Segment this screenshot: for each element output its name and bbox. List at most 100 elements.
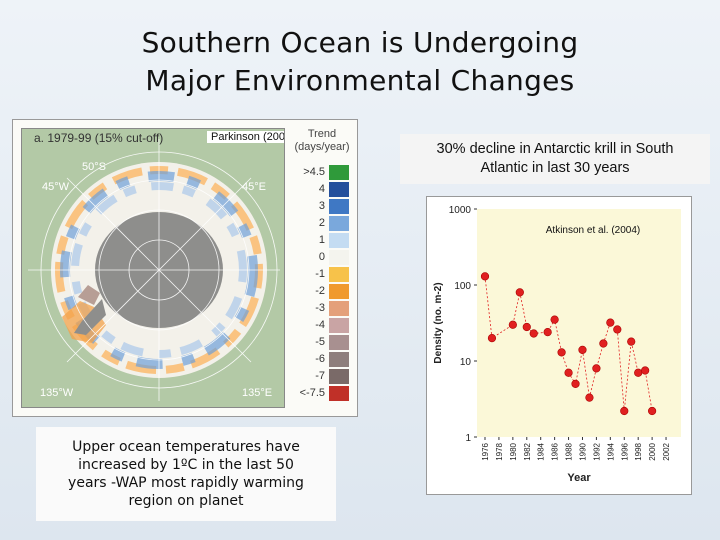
- x-tick-label: 2002: [662, 442, 671, 460]
- data-point: [480, 272, 490, 281]
- legend-swatch: [329, 267, 349, 282]
- y-axis-label: Density (no. m-2): [433, 282, 444, 363]
- antarctic-map-panel: a. 1979-99 (15% cut-off) 50°S 45°W 45°E …: [21, 128, 285, 408]
- x-tick-label: 1984: [537, 442, 546, 460]
- legend-row: >4.5: [289, 164, 355, 181]
- x-tick-label: 1976: [481, 442, 490, 460]
- legend-label: <-7.5: [299, 387, 325, 399]
- legend-row: <-7.5: [289, 385, 355, 402]
- legend-swatch: [329, 335, 349, 350]
- x-tick-label: 2000: [648, 442, 657, 460]
- data-point: [508, 320, 517, 329]
- legend-row: -4: [289, 317, 355, 334]
- data-point: [578, 345, 587, 354]
- legend-row: 0: [289, 249, 355, 266]
- slide-title: Southern Ocean is Undergoing Major Envir…: [0, 24, 720, 100]
- data-point: [620, 406, 629, 416]
- data-point: [557, 348, 566, 357]
- data-point: [543, 328, 552, 337]
- legend-row: -5: [289, 334, 355, 351]
- data-point: [571, 379, 580, 388]
- krill-density-chart-frame: 1 10 100 1000 1976 1978 1980 1982 1984 1986 1988 19…: [426, 196, 692, 495]
- x-tick-label: 1994: [606, 442, 615, 460]
- x-tick-label: 1982: [523, 442, 532, 460]
- legend-label: -2: [315, 285, 325, 297]
- warming-region-bellingshausen: [78, 285, 100, 305]
- legend-row: -2: [289, 283, 355, 300]
- chart-citation: Atkinson et al. (2004): [546, 225, 641, 236]
- ocean-temperature-caption: Upper ocean temperatures have increased …: [36, 427, 336, 521]
- legend-label: >4.5: [303, 166, 325, 178]
- data-point: [627, 337, 636, 346]
- legend-swatch: [329, 233, 349, 248]
- map-header: a. 1979-99 (15% cut-off): [34, 131, 164, 145]
- y-tick-label: 100: [454, 281, 471, 292]
- x-tick-label: 1998: [634, 442, 643, 460]
- legend-row: 4: [289, 181, 355, 198]
- legend-row: 2: [289, 215, 355, 232]
- legend-label: -6: [315, 353, 325, 365]
- parkinson-citation: Parkinson (2002): [207, 131, 284, 143]
- data-point: [585, 393, 594, 402]
- legend-swatch: [329, 165, 349, 180]
- lon-label-135e: 135°E: [242, 387, 273, 399]
- legend-label: -7: [315, 370, 325, 382]
- sea-ice-trend-figure: a. 1979-99 (15% cut-off) 50°S 45°W 45°E …: [12, 119, 358, 417]
- legend-swatch: [329, 216, 349, 231]
- legend-label: 4: [318, 183, 325, 195]
- x-tick-label: 1986: [551, 442, 560, 460]
- data-point: [599, 339, 608, 348]
- legend-label: -5: [315, 336, 325, 348]
- legend-swatch: [329, 301, 349, 316]
- legend-label: -4: [315, 319, 325, 331]
- legend-label: 3: [318, 200, 325, 212]
- legend-swatch: [329, 284, 349, 299]
- x-tick-label: 1988: [565, 442, 574, 460]
- data-point: [592, 364, 601, 373]
- krill-decline-text: 30% decline in Antarctic krill in South …: [400, 134, 710, 184]
- lon-label-45e: 45°E: [242, 181, 266, 193]
- legend-row: -6: [289, 351, 355, 368]
- plot-area: [477, 209, 681, 437]
- antarctic-peninsula: [74, 299, 106, 335]
- title-line-1: Southern Ocean is Undergoing: [141, 26, 579, 59]
- y-tick-label: 10: [460, 357, 472, 368]
- data-point: [487, 334, 497, 343]
- data-point: [564, 368, 573, 377]
- data-point: [522, 322, 531, 332]
- legend-label: 1: [318, 234, 325, 246]
- x-tick-label: 1980: [509, 442, 518, 460]
- data-point: [550, 315, 559, 324]
- y-tick-label: 1000: [449, 205, 472, 216]
- legend-row: 3: [289, 198, 355, 215]
- x-tick-label: 1990: [578, 442, 587, 460]
- data-point: [641, 366, 650, 375]
- antarctic-map: [22, 129, 284, 407]
- legend-row: -3: [289, 300, 355, 317]
- legend-label: -3: [315, 302, 325, 314]
- y-tick-label: 1: [465, 433, 471, 444]
- x-tick-label: 1996: [620, 442, 629, 460]
- krill-density-chart: 1 10 100 1000 1976 1978 1980 1982 1984 1986 1988 19…: [433, 205, 681, 484]
- legend-swatch: [329, 352, 349, 367]
- data-point: [648, 406, 657, 416]
- data-point: [634, 368, 643, 377]
- legend-swatch: [329, 199, 349, 214]
- legend-title: Trend (days/year): [294, 128, 350, 153]
- data-point: [613, 325, 622, 334]
- legend-swatch: [329, 386, 349, 401]
- data-point: [515, 288, 524, 297]
- lat-label-50s: 50°S: [82, 161, 106, 173]
- x-tick-label: 1978: [495, 442, 504, 460]
- data-point: [529, 329, 538, 338]
- data-point: [606, 318, 615, 327]
- legend-label: 0: [318, 251, 325, 263]
- trend-legend: >4.5 4 3 2 1 0 -1 -2 -3 -4 -5 -6 -7 <-7.5: [289, 164, 355, 402]
- title-line-2: Major Environmental Changes: [145, 64, 575, 97]
- legend-label: -1: [315, 268, 325, 280]
- legend-swatch: [329, 250, 349, 265]
- legend-row: 1: [289, 232, 355, 249]
- legend-swatch: [329, 369, 349, 384]
- x-tick-label: 1992: [592, 442, 601, 460]
- legend-label: 2: [318, 217, 325, 229]
